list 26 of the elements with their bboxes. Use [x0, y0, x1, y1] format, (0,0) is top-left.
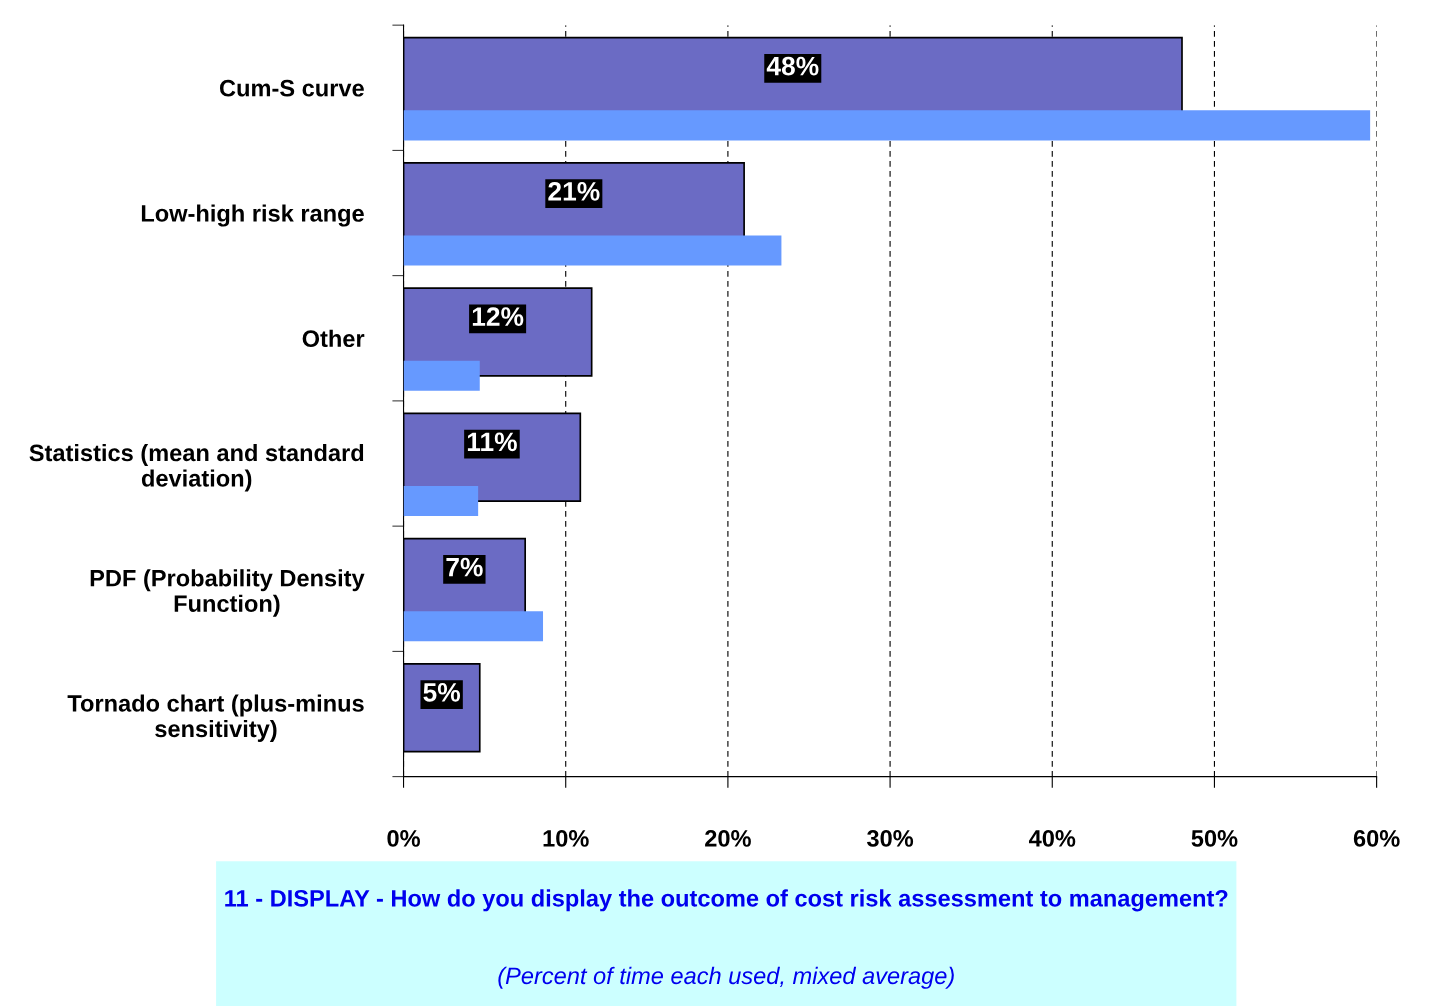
text: (Percent of time each used, mixed average): [498, 966, 954, 989]
y-tick-label: Other: [302, 329, 365, 348]
data-label: 11%: [467, 432, 517, 452]
x-tick-label: 0%: [387, 830, 420, 847]
bar: [403, 486, 479, 517]
y-tick-label: PDF (Probability Density Function): [90, 569, 365, 617]
bar: [403, 611, 544, 642]
x-tick-label: 20%: [705, 830, 751, 847]
data-label: 5%: [423, 683, 461, 702]
y-tick-label: Tornado chart (plus-minus sensitivity): [67, 694, 364, 742]
x-tick-label: 30%: [867, 830, 914, 847]
x-tick-label: 50%: [1191, 830, 1238, 847]
data-label: 21%: [548, 182, 600, 201]
y-tick-label: Statistics (mean and standard deviation): [29, 443, 364, 492]
bar: [403, 110, 1371, 141]
y-tick-label: Cum-S curve: [219, 79, 364, 97]
x-tick-label: 40%: [1028, 830, 1076, 847]
data-label: 48%: [766, 56, 819, 76]
data-label: 7%: [446, 557, 483, 577]
data-label: 12%: [472, 307, 524, 326]
bar: [403, 360, 480, 391]
x-tick-label: 10%: [543, 830, 589, 847]
x-tick-label: 60%: [1353, 830, 1400, 847]
bar: [403, 235, 782, 266]
text: 11 - DISPLAY - How do you display the outcome of cost risk assessment to management?: [225, 889, 1228, 912]
y-tick-label: Low-high risk range: [141, 204, 364, 227]
